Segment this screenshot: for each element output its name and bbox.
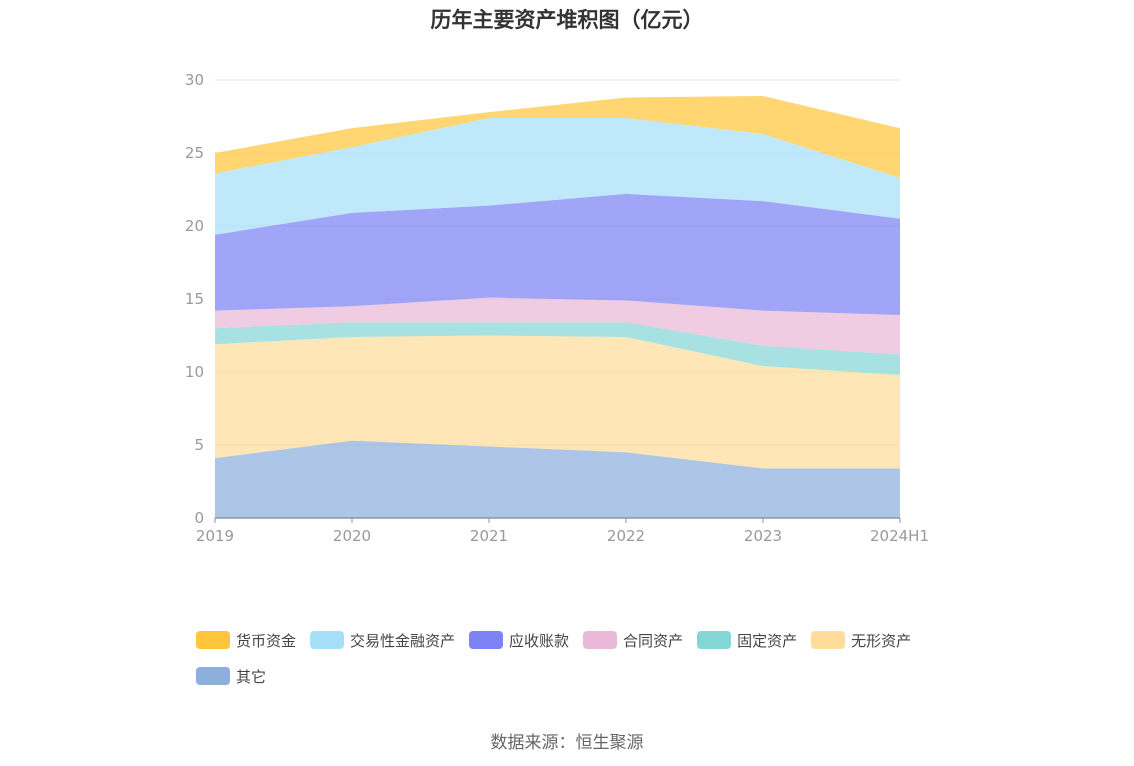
legend-label: 其它	[236, 667, 267, 686]
stacked-area-chart: 0 5 10 15 20 25 30 2019 2020 2021 2022 2023 2024H1	[185, 71, 929, 545]
legend-item[interactable]: 无形资产	[811, 628, 911, 652]
y-tick-label: 25	[185, 144, 204, 162]
source-label: 数据来源：恒生聚源	[490, 733, 644, 753]
legend-label: 合同资产	[623, 631, 684, 650]
legend-item[interactable]: 货币资金	[196, 628, 296, 652]
x-tick-label: 2020	[333, 527, 371, 545]
area-series-3	[215, 297, 900, 355]
area-series-6	[215, 96, 900, 178]
legend-item[interactable]: 应收账款	[469, 628, 569, 652]
x-tick-label: 2024H1	[870, 527, 929, 545]
area-series-0	[215, 440, 900, 518]
area-series-1	[215, 335, 900, 469]
legend-swatch	[196, 667, 230, 685]
y-tick-label: 5	[194, 436, 204, 454]
legend-label: 应收账款	[509, 631, 570, 650]
x-tick-label: 2022	[607, 527, 645, 545]
chart-title: 历年主要资产堆积图（亿元）	[430, 8, 704, 32]
x-tick-label: 2023	[744, 527, 782, 545]
legend-swatch	[196, 631, 230, 649]
legend-swatch	[469, 631, 504, 649]
legend-swatch	[583, 631, 618, 649]
x-tick-label: 2021	[470, 527, 508, 545]
legend-label: 无形资产	[851, 631, 912, 650]
y-tick-label: 15	[185, 290, 204, 308]
y-tick-label: 0	[194, 509, 204, 527]
legend-label: 交易性金融资产	[350, 631, 456, 650]
legend-swatch	[811, 631, 846, 649]
x-tick-label: 2019	[196, 527, 234, 545]
area-series-5	[215, 117, 900, 235]
legend-item[interactable]: 合同资产	[583, 628, 683, 652]
legend-swatch	[697, 631, 732, 649]
legend-label: 固定资产	[737, 631, 798, 650]
legend-item[interactable]: 其它	[196, 664, 266, 688]
legend-item[interactable]: 固定资产	[697, 628, 797, 652]
legend-label: 货币资金	[236, 631, 297, 650]
legend-item[interactable]: 交易性金融资产	[310, 628, 455, 652]
y-tick-label: 30	[185, 71, 204, 89]
legend: 货币资金 交易性金融资产 应收账款 合同资产 固定资产 无形资产其它	[196, 628, 956, 700]
y-tick-label: 20	[185, 217, 204, 235]
area-series-2	[215, 322, 900, 375]
y-tick-label: 10	[185, 363, 204, 381]
area-series-4	[215, 193, 900, 316]
legend-swatch	[310, 631, 345, 649]
